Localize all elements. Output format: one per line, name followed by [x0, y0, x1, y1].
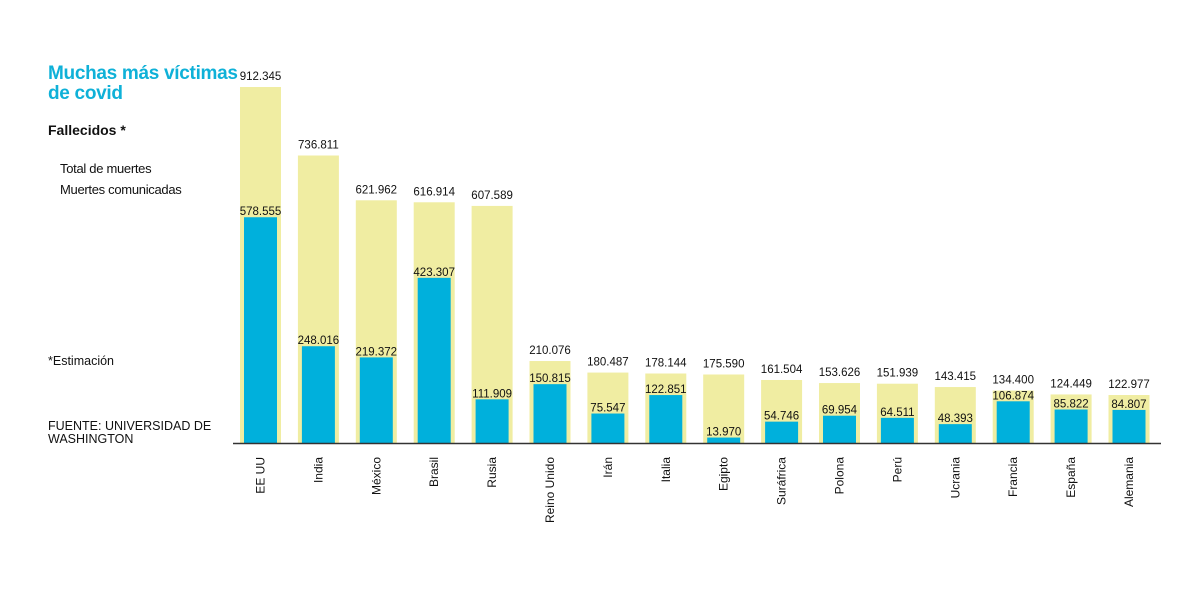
chart-subtitle: Fallecidos * [48, 122, 126, 138]
data-label-total: 153.626 [819, 367, 861, 379]
bar-reported [417, 277, 451, 443]
bar-total [703, 374, 745, 443]
data-label-reported: 54.746 [764, 411, 799, 423]
data-label-total: 178.144 [645, 357, 687, 369]
category-label: España [1064, 457, 1078, 498]
data-label-reported: 13.970 [706, 427, 741, 439]
bar-reported [1112, 409, 1146, 443]
bar-reported [765, 421, 799, 443]
data-label-reported: 150.815 [529, 373, 571, 385]
category-label: EE UU [254, 457, 268, 494]
category-label: Ucrania [948, 457, 962, 499]
category-label: Italia [659, 457, 673, 483]
data-label-reported: 423.307 [413, 267, 455, 279]
data-label-reported: 219.372 [356, 346, 398, 358]
legend-item-reported: Muertes comunicadas [60, 182, 182, 197]
category-label: Irán [601, 457, 615, 478]
category-label: Rusia [485, 457, 499, 488]
bar-reported [591, 413, 625, 443]
category-label: México [369, 457, 383, 495]
data-label-total: 736.811 [298, 139, 339, 151]
estimation-note: *Estimación [48, 354, 114, 368]
bar-reported [880, 417, 914, 443]
data-label-total: 621.962 [356, 184, 398, 196]
data-label-reported: 578.555 [240, 206, 282, 218]
category-label: Egipto [717, 457, 731, 491]
data-label-total: 175.590 [703, 358, 745, 370]
bar-reported [823, 415, 856, 443]
data-label-total: 616.914 [413, 186, 455, 198]
bar-reported [475, 399, 509, 443]
category-label: Suráfrica [775, 457, 789, 505]
category-label: India [311, 457, 325, 483]
category-label: Polona [833, 457, 847, 495]
data-label-reported: 48.393 [938, 413, 973, 425]
bar-reported [244, 217, 277, 443]
data-label-total: 912.345 [240, 71, 282, 83]
data-label-reported: 248.016 [298, 335, 340, 347]
category-label: Brasil [427, 457, 441, 487]
data-label-total: 607.589 [471, 190, 513, 202]
data-label-total: 124.449 [1050, 378, 1092, 390]
data-label-reported: 111.909 [472, 388, 512, 400]
data-label-reported: 85.822 [1054, 399, 1089, 411]
data-label-total: 210.076 [529, 345, 571, 357]
bar-reported [301, 346, 335, 443]
data-label-reported: 84.807 [1111, 399, 1146, 411]
data-label-total: 134.400 [992, 375, 1034, 387]
bar-reported [533, 384, 567, 443]
chart-title: Muchas más víctimas de covid [48, 63, 238, 104]
bar-reported [996, 401, 1030, 443]
data-label-reported: 75.547 [590, 403, 625, 415]
data-label-reported: 69.954 [822, 405, 858, 417]
bar-reported [707, 437, 741, 443]
legend-item-total: Total de muertes [60, 161, 152, 176]
source-note: FUENTE: UNIVERSIDAD DE WASHINGTON [48, 419, 212, 446]
category-label: Alemania [1122, 457, 1136, 507]
category-label: Reino Unido [543, 457, 557, 523]
data-label-reported: 106.874 [992, 390, 1034, 402]
data-label-total: 161.504 [761, 364, 803, 376]
category-label: Francia [1006, 457, 1020, 497]
legend: Total de muertes Muertes comunicadas [60, 160, 182, 202]
category-label: Perú [890, 457, 904, 482]
data-label-total: 180.487 [587, 357, 629, 369]
data-label-reported: 122.851 [645, 384, 687, 396]
bar-reported [359, 357, 393, 443]
data-label-total: 143.415 [935, 371, 977, 383]
bar-reported [649, 395, 683, 443]
data-label-total: 122.977 [1108, 379, 1150, 391]
bar-reported [938, 424, 972, 443]
bar-reported [1054, 409, 1088, 443]
data-label-reported: 64.511 [880, 407, 914, 419]
data-label-total: 151.939 [877, 368, 919, 380]
